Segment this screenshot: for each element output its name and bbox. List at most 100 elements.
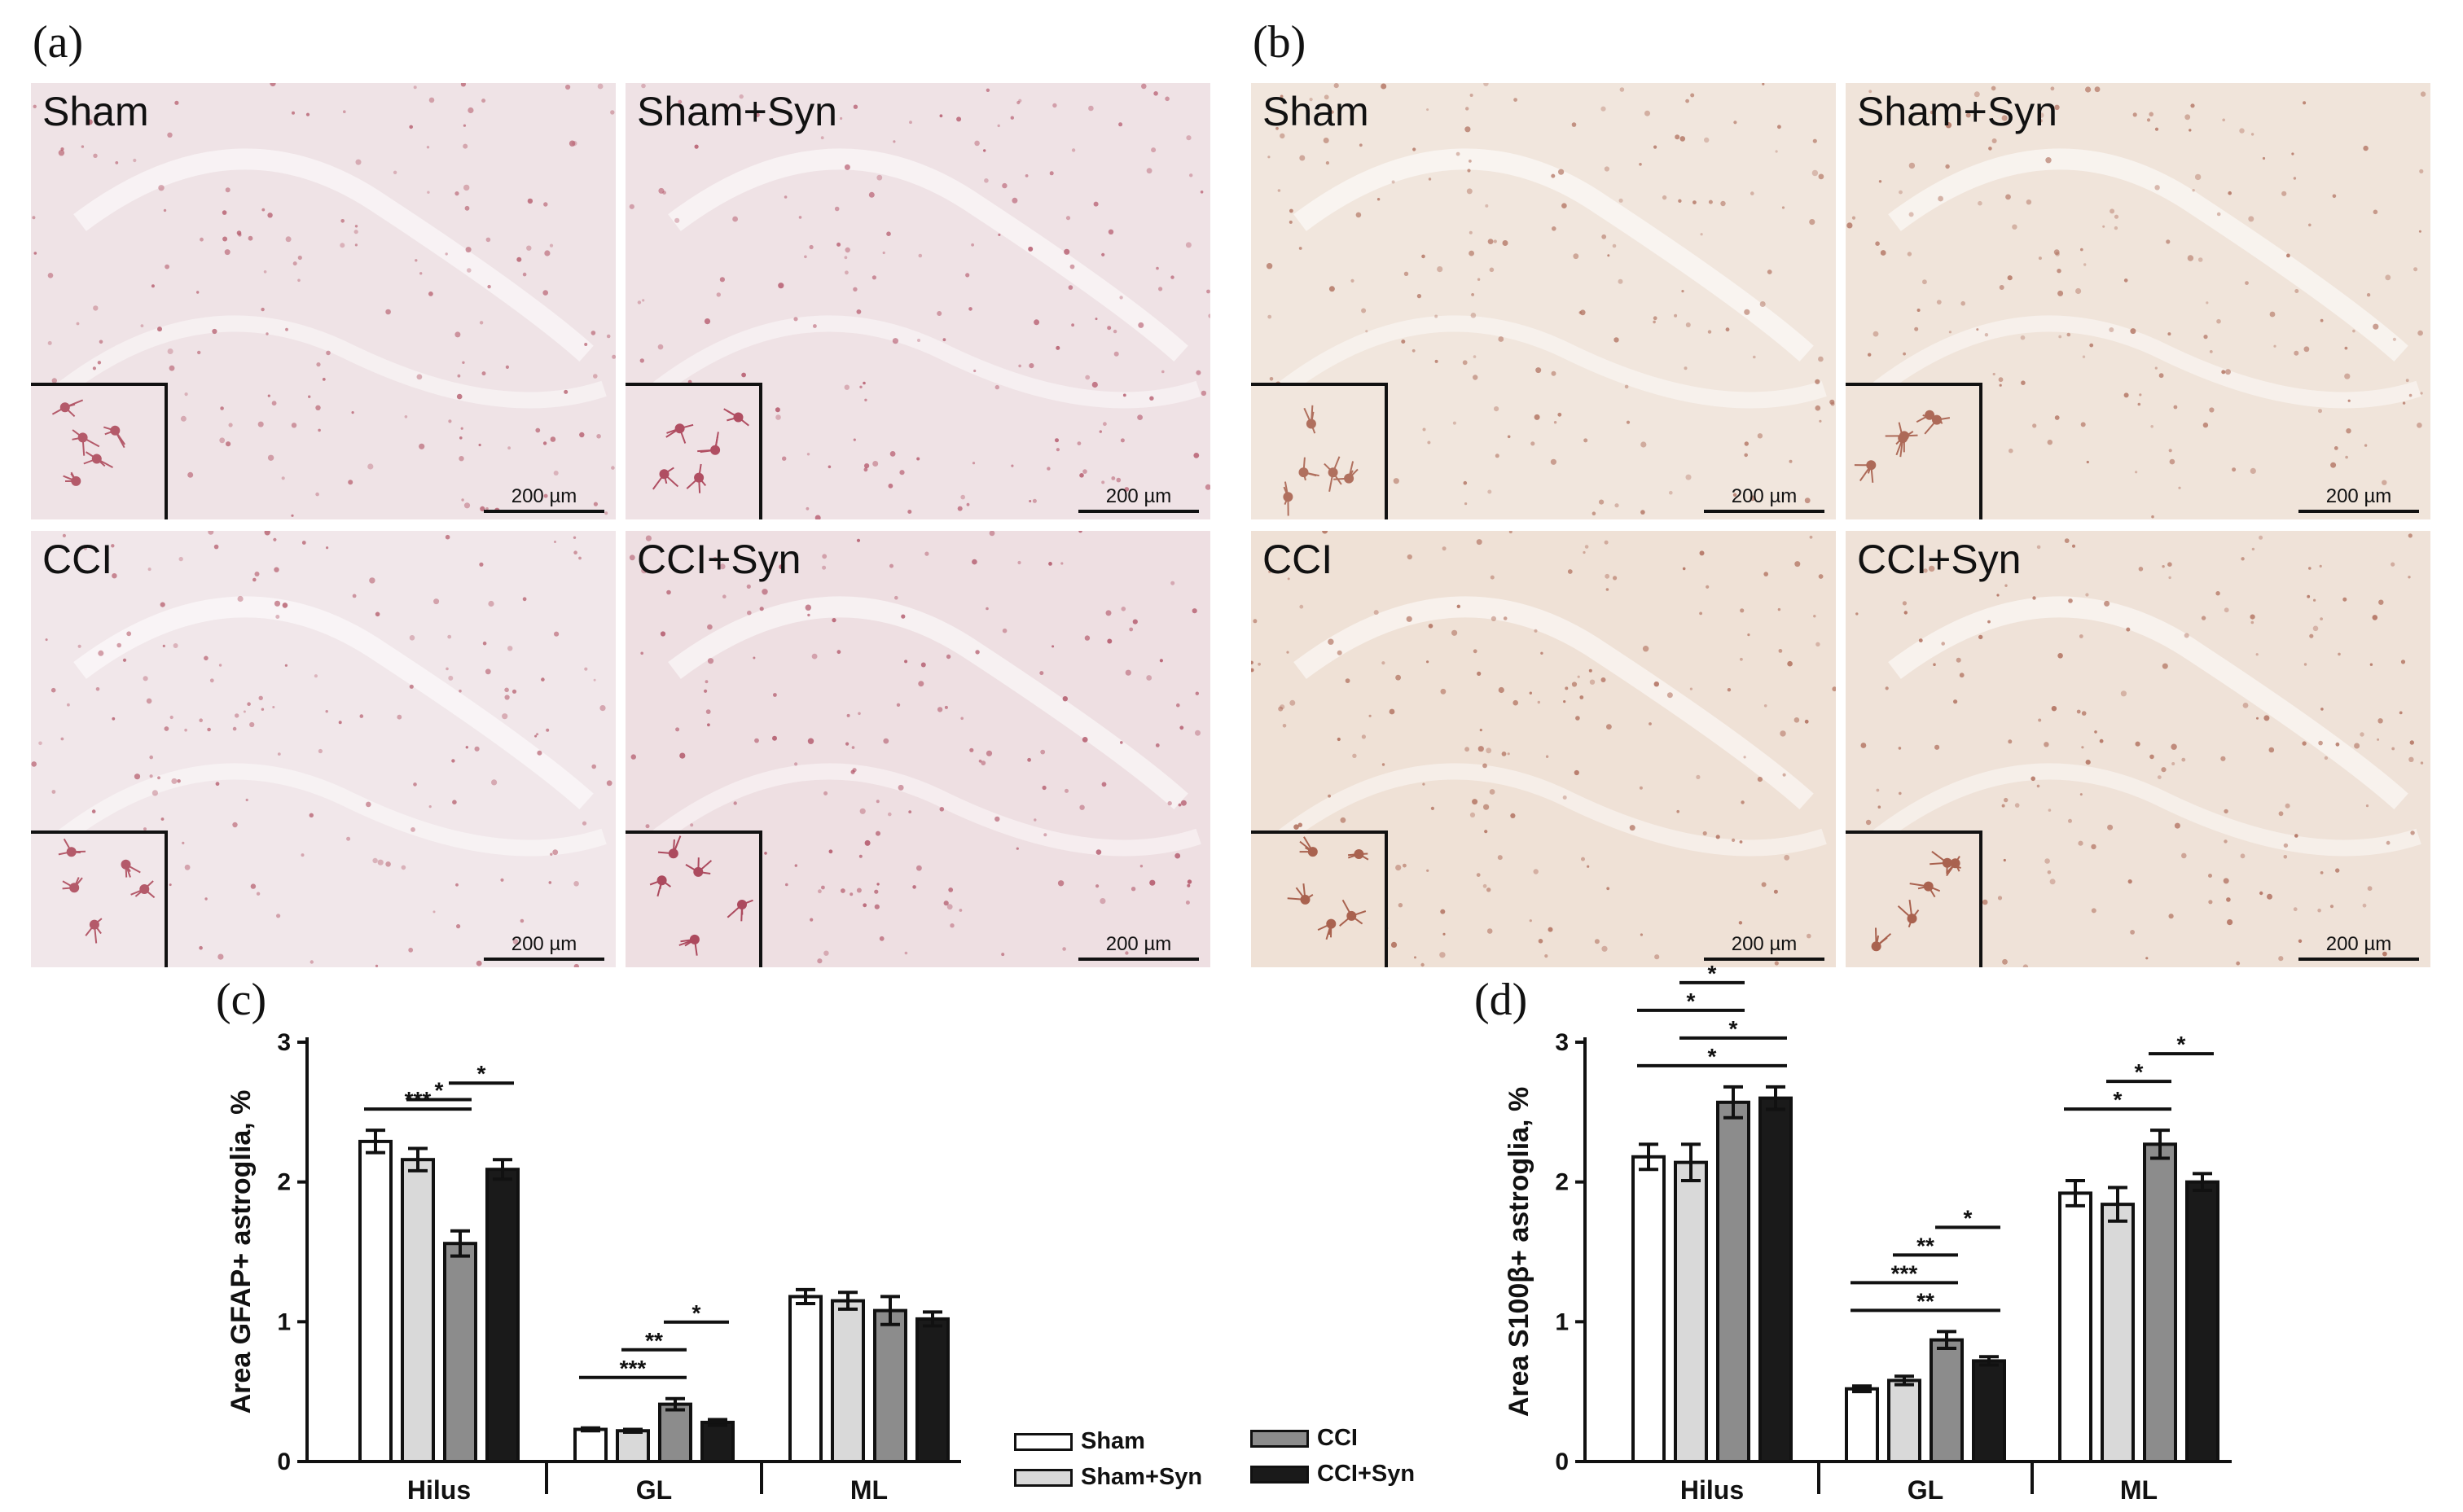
chart-legend: Sham Sham+Syn CCI CCI+Syn — [1014, 1423, 1470, 1497]
panel-label-d: (d) — [1474, 975, 1528, 1025]
scale-bar-line — [2298, 510, 2419, 513]
significance-label: * — [1708, 961, 1717, 986]
legend-swatch-cci-syn — [1250, 1465, 1309, 1484]
x-tick-label: ML — [850, 1475, 888, 1505]
micrograph-inset — [1251, 831, 1388, 967]
bar — [573, 1427, 608, 1464]
scale-bar: 200 µm — [484, 933, 604, 961]
legend-item-cci: CCI — [1250, 1425, 1358, 1452]
scale-bar: 200 µm — [2298, 933, 2419, 961]
legend-item-sham: Sham — [1014, 1428, 1145, 1455]
bar — [485, 1168, 520, 1463]
y-tick-label: 1 — [277, 1308, 291, 1335]
micrograph-inset — [626, 383, 762, 519]
y-axis-label: Area S100β+ astroglia, % — [1504, 1087, 1534, 1417]
scale-bar-line — [1078, 958, 1199, 961]
scale-bar-line — [1704, 510, 1824, 513]
legend-swatch-cci — [1250, 1429, 1309, 1448]
significance-label: * — [435, 1077, 444, 1102]
bar — [1930, 1338, 1964, 1464]
micrograph-inset — [1251, 383, 1388, 519]
legend-label-cci-syn: CCI+Syn — [1317, 1461, 1416, 1487]
scale-bar-label: 200 µm — [2325, 933, 2392, 955]
panel-label-c: (c) — [216, 975, 267, 1025]
legend-label-sham: Sham — [1081, 1428, 1145, 1454]
micrograph-b-sham-syn: Sham+Syn 200 µm — [1846, 83, 2430, 519]
x-tick-label: ML — [2120, 1475, 2158, 1505]
micrograph-label: Sham+Syn — [637, 89, 837, 134]
micrograph-label: Sham — [1262, 89, 1369, 134]
significance-label: * — [692, 1300, 701, 1326]
scale-bar-line — [484, 958, 604, 961]
legend-swatch-sham-syn — [1014, 1468, 1073, 1487]
scale-bar: 200 µm — [2298, 485, 2419, 513]
x-tick-label: GL — [1908, 1475, 1943, 1505]
micrograph-label: CCI+Syn — [1857, 537, 2022, 582]
micrograph-label: CCI+Syn — [637, 537, 801, 582]
bar — [2058, 1191, 2092, 1464]
significance-label: * — [1687, 988, 1696, 1014]
y-axis-label: Area GFAP+ astroglia, % — [226, 1090, 257, 1414]
significance-label: * — [2135, 1059, 2144, 1085]
x-tick-label: Hilus — [1680, 1475, 1744, 1505]
micrograph-inset — [1846, 831, 1982, 967]
y-tick-label: 3 — [277, 1029, 291, 1056]
micrograph-b-cci-syn: CCI+Syn 200 µm — [1846, 531, 2430, 967]
x-tick-label: Hilus — [407, 1475, 471, 1505]
micrograph-a-cci-syn: CCI+Syn 200 µm — [626, 531, 1210, 967]
scale-bar-label: 200 µm — [511, 933, 577, 955]
scale-bar-line — [1078, 510, 1199, 513]
scale-bar-label: 200 µm — [1731, 933, 1798, 955]
scale-bar-label: 200 µm — [2325, 485, 2392, 507]
y-tick-label: 1 — [1555, 1308, 1569, 1335]
panel-label-a: (a) — [33, 17, 84, 68]
legend-item-cci-syn: CCI+Syn — [1250, 1461, 1415, 1488]
scale-bar: 200 µm — [1078, 933, 1199, 961]
scale-bar: 200 µm — [1704, 933, 1824, 961]
micrograph-b-cci: CCI 200 µm — [1251, 531, 1836, 967]
micrograph-a-sham-syn: Sham+Syn 200 µm — [626, 83, 1210, 519]
scale-bar: 200 µm — [1704, 485, 1824, 513]
bar — [1758, 1096, 1793, 1463]
significance-label: * — [2114, 1087, 2123, 1112]
micrograph-inset — [626, 831, 762, 967]
bar — [358, 1139, 393, 1463]
significance-label: *** — [620, 1356, 647, 1381]
micrograph-label: CCI — [1262, 537, 1333, 582]
bar — [1631, 1155, 1666, 1464]
y-tick-label: 0 — [277, 1448, 291, 1475]
scale-bar-label: 200 µm — [1105, 485, 1172, 507]
micrograph-label: CCI — [42, 537, 113, 582]
micrograph-inset — [31, 383, 168, 519]
bar — [443, 1242, 477, 1463]
bar — [1972, 1359, 2006, 1464]
y-tick-label: 3 — [1555, 1029, 1569, 1056]
scale-bar-label: 200 µm — [1731, 485, 1798, 507]
y-tick-label: 0 — [1555, 1448, 1569, 1475]
significance-label: * — [477, 1061, 486, 1086]
scale-bar-line — [484, 510, 604, 513]
significance-label: * — [1708, 1044, 1717, 1069]
y-tick-label: 2 — [1555, 1169, 1569, 1196]
scale-bar-label: 200 µm — [511, 485, 577, 507]
significance-label: ** — [1916, 1233, 1934, 1258]
scale-bar-line — [2298, 958, 2419, 961]
legend-label-sham-syn: Sham+Syn — [1081, 1464, 1203, 1490]
bar — [1845, 1387, 1879, 1463]
x-tick-label: GL — [636, 1475, 672, 1505]
significance-label: ** — [645, 1328, 663, 1353]
scale-bar-line — [1704, 958, 1824, 961]
significance-label: * — [2177, 1032, 2186, 1057]
significance-label: * — [1964, 1205, 1973, 1230]
bar — [1716, 1100, 1750, 1463]
bar — [2143, 1142, 2177, 1463]
bar — [831, 1299, 865, 1464]
legend-label-cci: CCI — [1317, 1425, 1358, 1451]
bar — [1674, 1160, 1708, 1463]
scale-bar: 200 µm — [1078, 485, 1199, 513]
bar — [2185, 1180, 2219, 1463]
panel-label-b: (b) — [1253, 17, 1306, 68]
scale-bar: 200 µm — [484, 485, 604, 513]
